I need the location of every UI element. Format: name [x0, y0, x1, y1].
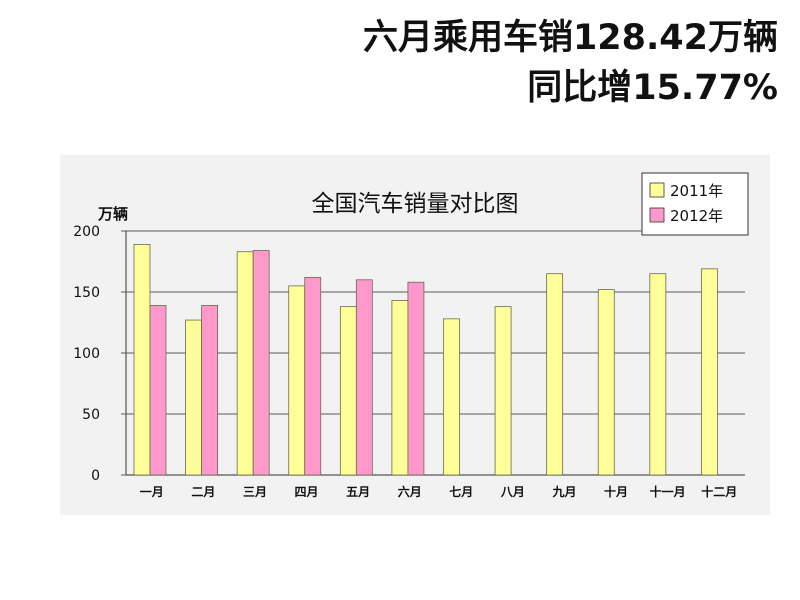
bar-2012年 — [201, 305, 218, 476]
x-tick-label: 六月 — [398, 484, 422, 499]
bar-2011年 — [597, 289, 615, 476]
x-tick-label: 八月 — [500, 485, 525, 499]
y-tick-label: 200 — [73, 224, 100, 240]
bar-2012年 — [149, 305, 167, 476]
legend: 2011年 2012年 — [641, 172, 749, 236]
headline-title: 六月乘用车销128.42万辆 — [362, 18, 778, 58]
bar-2011年 — [701, 268, 718, 476]
x-tick-label: 十一月 — [650, 484, 686, 499]
bar-2011年 — [185, 319, 202, 476]
chart-area: 全国汽车销量对比图 万辆 0 50 100 150 200 一月 二月 三月 四月 五月 六月 七月 八… — [60, 155, 770, 515]
x-tick-label: 九月 — [551, 484, 576, 499]
legend-swatch — [649, 207, 665, 223]
x-tick-label: 十二月 — [701, 484, 737, 499]
x-tick-label: 四月 — [295, 485, 319, 499]
x-tick-label: 五月 — [346, 485, 370, 499]
bar-2012年 — [407, 281, 425, 476]
x-tick-label: 七月 — [449, 485, 473, 499]
x-tick-label: 三月 — [243, 485, 267, 499]
bar-2011年 — [443, 318, 460, 476]
axes — [121, 230, 745, 476]
bar-2011年 — [494, 306, 512, 476]
headline-subtitle: 同比增15.77% — [527, 68, 778, 108]
legend-label: 2011年 — [670, 182, 723, 200]
bar-2011年 — [133, 244, 151, 476]
bar-2011年 — [339, 306, 357, 476]
bar-2011年 — [288, 285, 306, 476]
bar-2011年 — [649, 273, 667, 476]
bar-2012年 — [355, 279, 373, 476]
bars — [133, 244, 718, 476]
y-tick-label: 50 — [82, 407, 100, 423]
axis-labels: 0 50 100 150 200 一月 二月 三月 四月 五月 六月 七月 八月 九月 十月 十一月 十二月 — [73, 224, 737, 499]
x-tick-label: 二月 — [191, 485, 215, 499]
y-axis-unit-label: 万辆 — [97, 205, 128, 223]
chart-title: 全国汽车销量对比图 — [312, 191, 519, 217]
bar-chart: 全国汽车销量对比图 万辆 0 50 100 150 200 一月 二月 三月 四月 五月 六月 七月 八… — [73, 172, 749, 499]
x-tick-label: 十月 — [604, 484, 628, 499]
bar-2012年 — [304, 276, 322, 476]
bar-2011年 — [236, 251, 254, 476]
bar-2011年 — [391, 300, 409, 476]
legend-swatch — [649, 182, 665, 198]
x-tick-label: 一月 — [140, 485, 164, 499]
bar-2011年 — [546, 273, 564, 476]
legend-label: 2012年 — [670, 207, 723, 225]
y-tick-label: 100 — [73, 346, 100, 362]
y-tick-label: 150 — [73, 285, 100, 301]
y-tick-label: 0 — [91, 468, 100, 484]
bar-2012年 — [252, 250, 270, 476]
